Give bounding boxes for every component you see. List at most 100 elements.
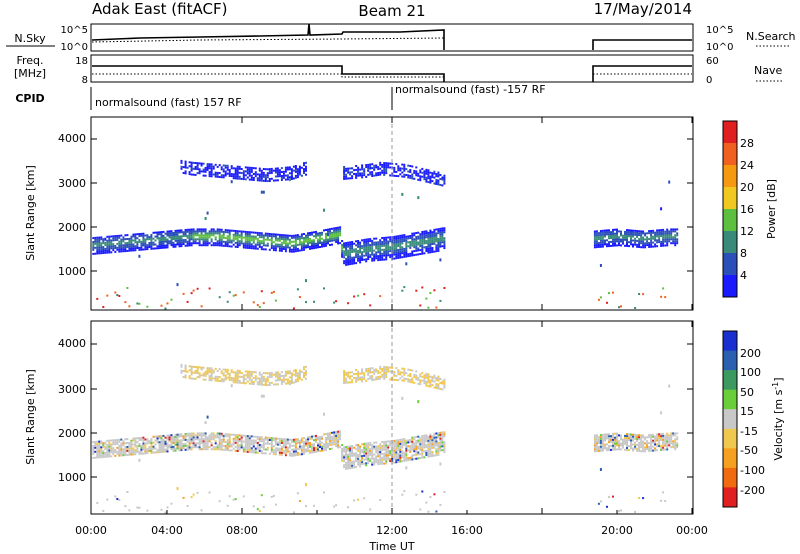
power-pixel: [337, 236, 340, 239]
velocity-pixel: [379, 447, 382, 450]
power-pixel: [130, 235, 133, 238]
velocity-pixel: [642, 446, 645, 449]
power-pixel: [192, 242, 195, 245]
nave-tick-bottom: 0: [706, 75, 712, 86]
velocity-pixel: [106, 455, 109, 458]
power-pixel: [377, 241, 380, 244]
velocity-pixel: [381, 375, 384, 378]
power-pixel: [355, 262, 358, 265]
velocity-pixel: [632, 443, 634, 446]
velocity-pixel: [260, 373, 263, 376]
power-pixel: [353, 169, 356, 172]
velocity-pixel: [92, 445, 95, 447]
velocity-pixel: [286, 446, 289, 449]
velocity-pixel: [387, 450, 390, 453]
velocity-pixel: [224, 370, 227, 373]
power-pixel: [252, 245, 255, 248]
power-pixel: [264, 178, 267, 180]
velocity-pixel: [104, 455, 107, 458]
velocity-pixel: [108, 453, 111, 456]
velocity-pixel: [369, 453, 372, 456]
velocity-pixel: [218, 380, 221, 382]
power-pixel: [98, 246, 101, 249]
power-pixel: [313, 241, 315, 244]
power-pixel: [648, 242, 651, 244]
power-pixel: [303, 162, 305, 165]
velocity-pixel: [363, 446, 366, 449]
power-pixel: [262, 171, 265, 174]
velocity-pixel: [184, 435, 187, 437]
power-pixel: [266, 174, 269, 177]
velocity-pixel: [403, 377, 406, 380]
power-pixel: [658, 239, 661, 242]
power-pixel: [180, 231, 183, 234]
velocity-pixel: [599, 449, 602, 452]
power-pixel: [315, 232, 317, 235]
velocity-pixel: [250, 439, 253, 442]
velocity-pixel: [395, 441, 398, 444]
velocity-pixel: [606, 437, 608, 440]
power-pixel: [385, 252, 388, 255]
power-pixel: [284, 236, 287, 239]
velocity-pixel: [441, 435, 444, 438]
power-pixel: [234, 245, 237, 248]
power-pixel: [644, 246, 647, 249]
velocity-pixel: [622, 444, 624, 447]
power-pixel: [202, 240, 205, 243]
power-pixel: [371, 249, 374, 252]
power-pixel: [242, 244, 245, 247]
power-pixel: [654, 231, 657, 234]
velocity-pixel: [118, 452, 121, 455]
power-pixel: [272, 241, 275, 244]
power-pixel: [276, 169, 279, 172]
power-pixel: [371, 173, 374, 176]
power-pixel: [638, 232, 641, 235]
velocity-pixel: [433, 442, 436, 445]
power-pixel: [236, 242, 239, 244]
power-pixel: [218, 232, 221, 235]
velocity-pixel: [393, 370, 396, 373]
power-pixel: [210, 171, 213, 174]
power-pixel: [411, 238, 414, 241]
velocity-pixel: [100, 454, 103, 457]
power-pixel: [156, 233, 159, 236]
power-pixel: [140, 242, 143, 245]
velocity-pixel: [413, 373, 416, 376]
velocity-pixel: [268, 384, 271, 386]
velocity-pixel: [345, 452, 348, 454]
power-pixel: [347, 249, 350, 252]
velocity-pixel: [214, 440, 217, 443]
velocity-pixel: [146, 509, 149, 512]
power-pixel: [654, 239, 657, 242]
velocity-pixel: [126, 453, 129, 456]
power-pixel: [238, 175, 241, 178]
power-pixel: [439, 183, 442, 186]
power-pixel: [347, 169, 350, 172]
power-pixel: [377, 168, 380, 171]
velocity-pixel: [300, 447, 303, 450]
power-pixel: [325, 232, 327, 235]
velocity-pixel: [280, 445, 283, 448]
power-pixel: [425, 234, 428, 237]
power-pixel: [248, 241, 251, 244]
velocity-pixel: [200, 448, 203, 451]
power-pixel: [280, 238, 283, 240]
velocity-pixel: [626, 435, 628, 438]
power-pixel: [192, 173, 195, 176]
velocity-pixel: [102, 456, 105, 458]
power-pixel: [441, 176, 444, 179]
power-pixel: [335, 229, 338, 231]
power-pixel: [395, 251, 398, 254]
power-pixel: [435, 179, 438, 181]
power-pixel: [300, 233, 303, 236]
velocity-pixel: [385, 450, 388, 453]
power-pixel: [210, 173, 213, 176]
power-pixel: [317, 240, 319, 243]
velocity-pixel: [369, 371, 372, 374]
velocity-pixel: [144, 444, 147, 447]
velocity-pixel: [595, 448, 598, 451]
power-pixel: [238, 242, 241, 245]
power-pixel: [140, 240, 143, 243]
power-pixel: [343, 252, 346, 255]
power-pixel: [210, 163, 213, 166]
